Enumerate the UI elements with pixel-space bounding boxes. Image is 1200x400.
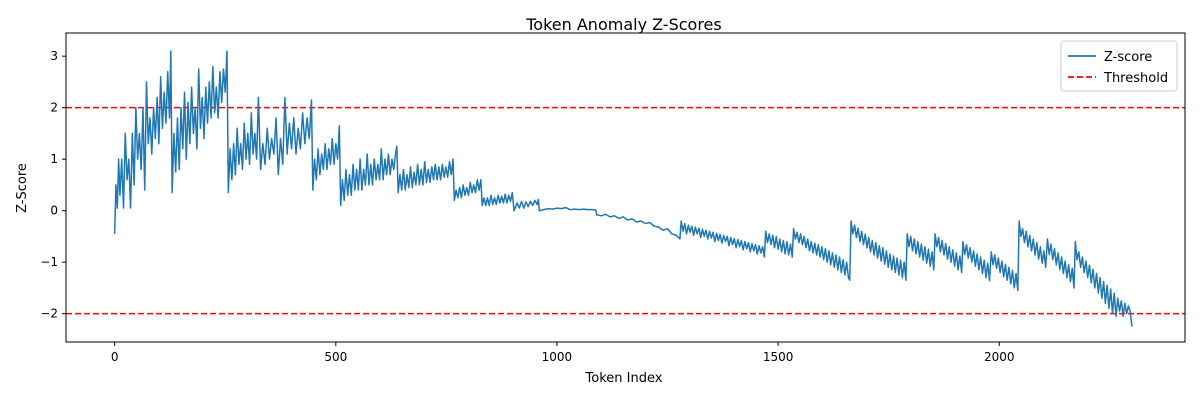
y-tick-label: 3	[50, 49, 58, 63]
y-tick-label: −1	[40, 255, 58, 269]
x-axis-ticks: 0 500 1000 1500 2000	[111, 342, 1015, 364]
y-tick-label: −2	[40, 307, 58, 321]
plot-area	[65, 32, 1186, 343]
legend-label-threshold: Threshold	[1103, 71, 1168, 86]
y-tick-label: 0	[50, 204, 58, 218]
y-tick-label: 1	[50, 152, 58, 166]
x-tick-label: 500	[324, 350, 347, 364]
y-axis-ticks: −2 −1 0 1 2 3	[40, 49, 66, 321]
x-tick-label: 2000	[984, 350, 1015, 364]
y-axis-label: Z-Score	[15, 163, 30, 213]
x-tick-label: 1500	[763, 350, 794, 364]
series-line-z-score	[113, 50, 1133, 327]
threshold-lines	[66, 106, 1185, 315]
legend-label-z-score: Z-score	[1104, 50, 1152, 65]
x-tick-label: 0	[111, 350, 119, 364]
series-lines	[113, 50, 1133, 327]
chart-title: Token Anomaly Z-Scores	[525, 15, 721, 34]
x-axis-label: Token Index	[585, 371, 663, 386]
y-tick-label: 2	[50, 101, 58, 115]
legend: Z-score Threshold	[1060, 40, 1178, 92]
legend-box	[1060, 40, 1178, 92]
x-tick-label: 1000	[542, 350, 573, 364]
plot-frame	[65, 32, 1186, 343]
